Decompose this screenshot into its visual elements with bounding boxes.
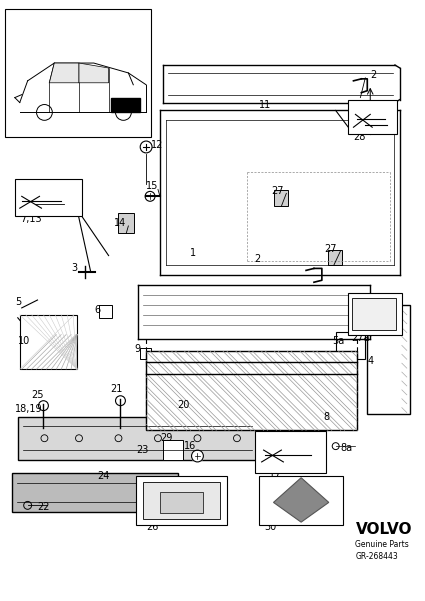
Text: 8: 8 <box>324 412 330 421</box>
Polygon shape <box>79 63 109 83</box>
Text: 5: 5 <box>15 297 21 307</box>
Bar <box>255 432 326 473</box>
Text: 10: 10 <box>18 337 30 346</box>
Bar <box>275 191 288 206</box>
Circle shape <box>39 401 48 410</box>
Bar <box>348 100 397 134</box>
Bar <box>20 315 77 369</box>
Circle shape <box>192 450 204 462</box>
Bar <box>136 476 227 525</box>
Bar <box>140 349 151 359</box>
Text: 2: 2 <box>370 70 377 80</box>
Text: 2: 2 <box>255 254 261 264</box>
Bar <box>367 305 410 413</box>
Bar <box>176 395 230 416</box>
Bar <box>110 97 140 112</box>
Text: 9: 9 <box>134 344 140 355</box>
Text: 17: 17 <box>269 471 281 481</box>
Text: 14: 14 <box>113 218 126 228</box>
Text: 30: 30 <box>265 522 277 532</box>
Circle shape <box>140 141 152 153</box>
Text: 11: 11 <box>259 100 271 109</box>
Polygon shape <box>274 478 329 522</box>
Text: 7,13: 7,13 <box>20 214 41 224</box>
Text: Genuine Parts: Genuine Parts <box>355 540 409 549</box>
Text: 5a: 5a <box>332 337 344 346</box>
Text: 23: 23 <box>136 445 149 455</box>
Bar <box>336 332 366 359</box>
Text: 8a: 8a <box>340 443 353 453</box>
Text: 1: 1 <box>190 248 196 258</box>
Bar <box>18 416 257 460</box>
Text: 3: 3 <box>71 263 77 273</box>
Circle shape <box>116 396 125 406</box>
Text: 27a: 27a <box>351 332 370 343</box>
Circle shape <box>145 191 155 201</box>
Text: 24: 24 <box>97 471 109 481</box>
Bar <box>259 476 343 525</box>
Bar <box>119 213 134 233</box>
Bar <box>352 298 396 329</box>
Polygon shape <box>49 63 79 83</box>
Text: 6: 6 <box>95 305 101 315</box>
Bar <box>328 249 342 266</box>
Text: 27: 27 <box>272 186 284 197</box>
Text: 22: 22 <box>37 502 50 512</box>
Text: 4: 4 <box>367 356 374 366</box>
Bar <box>160 492 204 513</box>
Text: 20: 20 <box>178 400 190 410</box>
Bar <box>146 352 357 430</box>
Text: 28: 28 <box>354 132 366 142</box>
Text: 21: 21 <box>110 384 123 394</box>
Bar <box>5 9 151 137</box>
Text: 15: 15 <box>146 182 159 192</box>
Text: 18,19: 18,19 <box>15 404 42 413</box>
Text: 26: 26 <box>146 522 159 532</box>
Bar <box>146 352 357 430</box>
Bar <box>348 293 402 335</box>
Text: 25: 25 <box>31 390 44 400</box>
Bar <box>12 473 178 512</box>
Text: 12: 12 <box>151 140 164 150</box>
Text: 29: 29 <box>160 433 172 443</box>
Text: 16: 16 <box>184 441 196 451</box>
Bar <box>143 481 220 519</box>
Bar <box>15 178 82 216</box>
Bar <box>163 440 183 460</box>
Text: VOLVO: VOLVO <box>355 522 412 537</box>
Bar <box>99 305 112 318</box>
Text: 27: 27 <box>324 243 336 254</box>
Text: GR-268443: GR-268443 <box>355 552 398 561</box>
